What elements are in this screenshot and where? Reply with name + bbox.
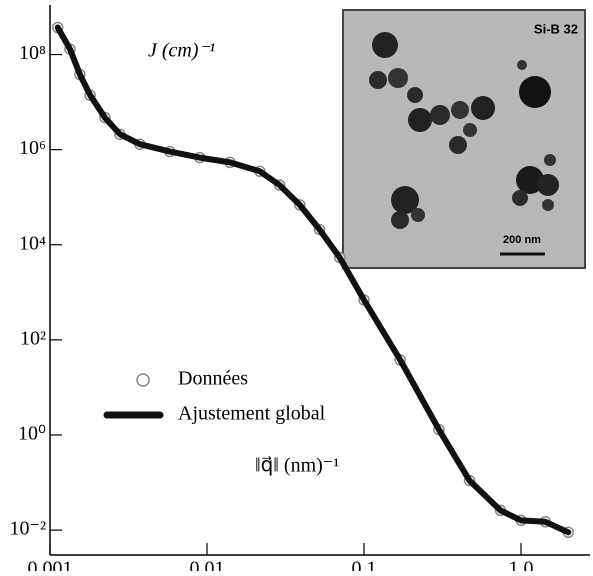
inset-label: Si-B 32: [534, 21, 578, 36]
x-axis-label: ‖q⃗‖ (nm)⁻¹: [255, 455, 339, 477]
x-tick-label: 0,001: [28, 558, 73, 571]
y-tick-label: 10⁴: [19, 232, 46, 254]
legend-label: Ajustement global: [178, 403, 326, 425]
y-axis-label: J (cm)⁻¹: [148, 40, 215, 62]
y-tick-label: 10⁰: [18, 423, 46, 445]
y-tick-label: 10⁻²: [9, 518, 46, 540]
y-tick-label: 10⁶: [19, 137, 46, 159]
legend-label: Données: [178, 368, 248, 390]
x-tick-label: 0,1: [352, 558, 377, 571]
x-tick-label: 1,0: [509, 558, 534, 571]
y-tick-label: 10²: [20, 327, 46, 349]
fit-line: [54, 24, 572, 536]
inset-image: Si-B 32 200 nm: [342, 9, 586, 269]
scale-bar-label: 200 nm: [503, 234, 541, 246]
x-tick-label: 0,01: [190, 558, 225, 571]
legend-swatch: [136, 373, 150, 387]
y-tick-label: 10⁸: [19, 42, 46, 64]
